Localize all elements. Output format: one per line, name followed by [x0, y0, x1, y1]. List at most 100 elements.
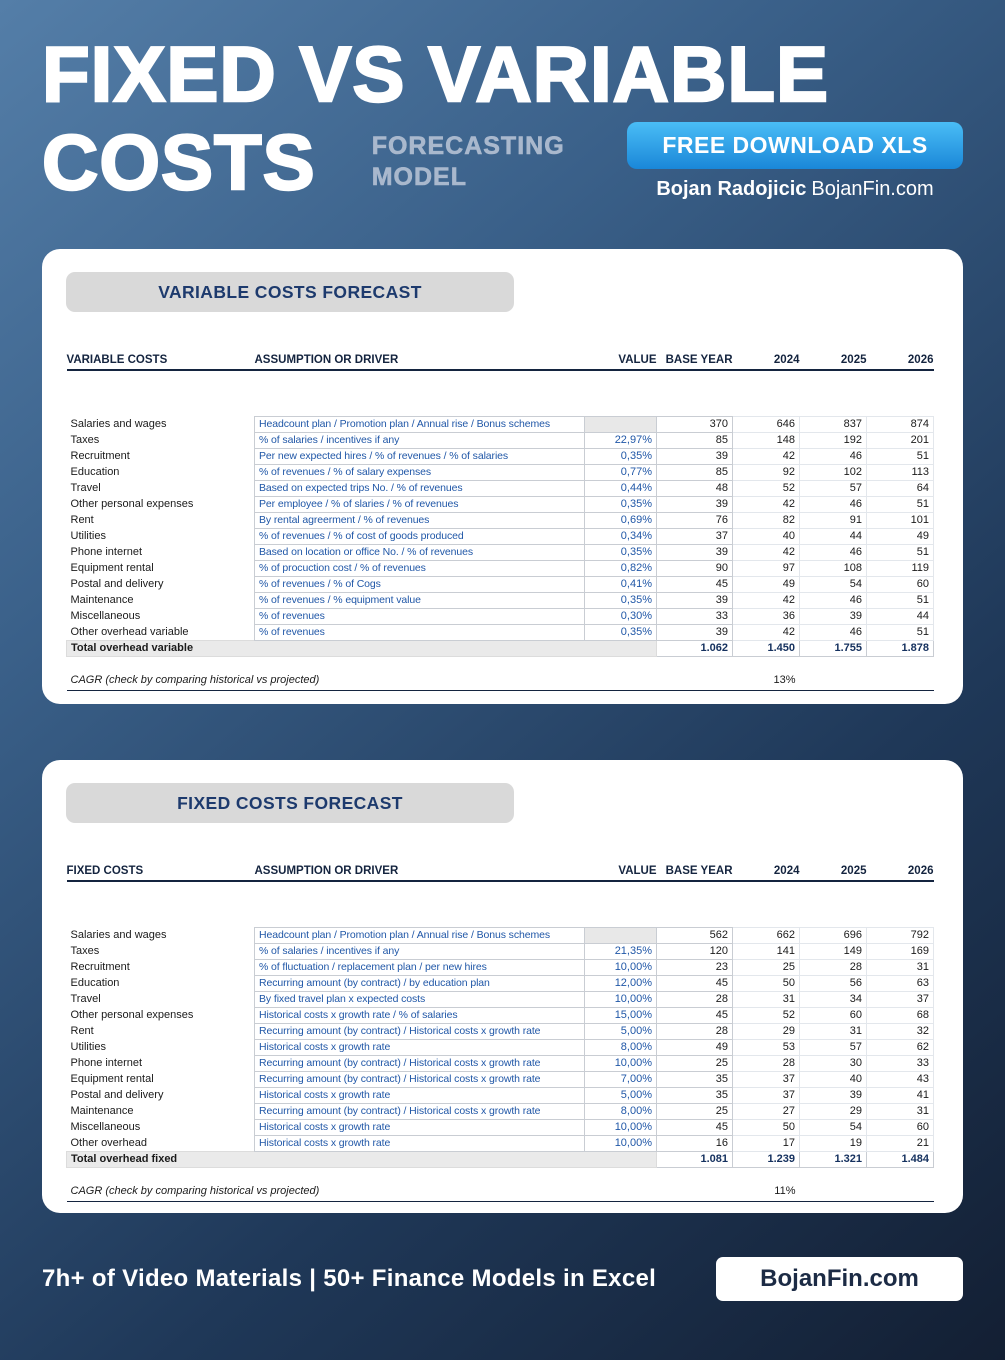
assumption-driver-cell: % of fluctuation / replacement plan / pe… [254, 958, 585, 976]
assumption-driver-cell: Recurring amount (by contract) / Histori… [254, 1022, 585, 1040]
table-row: Utilities Historical costs x growth rate 8… [67, 1038, 934, 1056]
cost-name-cell: Recruitment [70, 449, 130, 462]
cost-name-cell: Travel [70, 992, 101, 1005]
cost-name-cell: Travel [70, 481, 101, 494]
assumption-driver-cell: Per employee / % of slaries / % of reven… [254, 495, 585, 513]
assumption-driver-cell: Historical costs x growth rate [254, 1134, 585, 1152]
table-row: Education Recurring amount (by contract) … [67, 974, 934, 992]
year-2025-cell: 149 [799, 942, 867, 960]
year-2026-cell: 31 [866, 1102, 934, 1120]
spacer [67, 656, 934, 670]
base-year-cell: 35 [656, 1070, 733, 1088]
col-header-base-year: BASE YEAR [656, 354, 733, 372]
variable-costs-table: VARIABLE COSTS ASSUMPTION OR DRIVER VALU… [66, 354, 934, 691]
year-2026-cell: 43 [866, 1070, 934, 1088]
year-2025-cell: 19 [799, 1134, 867, 1152]
year-2026-cell: 51 [866, 495, 934, 513]
value-cell [584, 415, 657, 433]
year-2024-cell: 27 [732, 1102, 800, 1120]
assumption-driver-cell: % of revenues / % of cost of goods produ… [254, 527, 585, 545]
year-2024-cell: 31 [732, 990, 800, 1008]
table-row: Other overhead Historical costs x growth … [67, 1134, 934, 1152]
download-button[interactable]: FREE DOWNLOAD XLS [627, 122, 963, 170]
cost-name-cell: Rent [70, 1024, 94, 1037]
year-2024-cell: 42 [732, 623, 800, 641]
cost-name-cell: Postal and delivery [70, 1088, 164, 1101]
assumption-driver-cell: % of salaries / incentives if any [254, 942, 585, 960]
year-2026-cell: 62 [866, 1038, 934, 1056]
year-2024-cell: 42 [732, 447, 800, 465]
assumption-driver-cell: By rental agreerment / % of revenues [254, 511, 585, 529]
value-cell: 15,00% [584, 1006, 657, 1024]
base-year-cell: 90 [656, 559, 733, 577]
value-cell: 0,41% [584, 575, 657, 593]
year-2026-cell: 51 [866, 543, 934, 561]
year-2026-cell: 37 [866, 990, 934, 1008]
year-2025-cell: 34 [799, 990, 867, 1008]
year-2024-cell: 37 [732, 1070, 800, 1088]
col-header-2025: 2025 [799, 354, 867, 372]
assumption-driver-cell: % of salaries / incentives if any [254, 431, 585, 449]
year-2025-cell: 46 [799, 447, 867, 465]
cost-name-cell: Equipment rental [70, 1072, 154, 1085]
cagr-value: 13% [732, 670, 800, 691]
col-header-value: VALUE [584, 354, 657, 372]
value-cell: 0,35% [584, 591, 657, 609]
cagr-row: CAGR (check by comparing historical vs p… [66, 670, 934, 691]
year-2026-cell: 63 [866, 974, 934, 992]
total-row: Total overhead variable 1.062 1.450 1.75… [66, 639, 934, 657]
year-2025-cell: 44 [799, 527, 867, 545]
base-year-cell: 39 [656, 591, 733, 609]
fixed-costs-card: FIXED COSTS FORECAST FIXED COSTS ASSUMPT… [42, 760, 963, 1214]
table-row: Maintenance Recurring amount (by contract… [67, 1102, 934, 1120]
year-2024-cell: 50 [732, 974, 800, 992]
value-cell: 12,00% [584, 974, 657, 992]
year-2026-cell: 68 [866, 1006, 934, 1024]
header-row: FIXED COSTS ASSUMPTION OR DRIVER VALUE B… [66, 865, 934, 883]
year-2026-cell: 119 [866, 559, 934, 577]
table-row: Maintenance % of revenues / % equipment v… [67, 591, 934, 609]
cagr-value: 11% [732, 1181, 800, 1202]
total-base-year: 1.062 [656, 639, 733, 657]
cost-name-cell: Other personal expenses [70, 1008, 194, 1021]
spacer-row [67, 370, 934, 416]
cost-name-cell: Education [70, 465, 120, 478]
assumption-driver-cell: % of revenues / % equipment value [254, 591, 585, 609]
total-row: Total overhead fixed 1.081 1.239 1.321 1… [66, 1150, 934, 1168]
table-row: Miscellaneous % of revenues 0,30% 33 36 39 44 [67, 607, 934, 625]
table-row: Other personal expenses Historical costs … [67, 1006, 934, 1024]
subtitle: FORECASTING MODEL [371, 131, 565, 193]
cost-name-cell: Salaries and wages [70, 417, 167, 430]
year-2025-cell: 192 [799, 431, 867, 449]
table-row: Miscellaneous Historical costs x growth r… [67, 1118, 934, 1136]
col-header-costs: FIXED COSTS [66, 865, 255, 883]
assumption-driver-cell: % of revenues / % of salary expenses [254, 463, 585, 481]
spacer [67, 1167, 934, 1181]
cost-name-cell: Other overhead [70, 1136, 147, 1149]
value-cell: 8,00% [584, 1038, 657, 1056]
table-row: Taxes % of salaries / incentives if any 21… [67, 942, 934, 960]
total-2025: 1.321 [799, 1150, 867, 1168]
year-2026-cell: 874 [866, 415, 934, 433]
assumption-driver-cell: Recurring amount (by contract) / Histori… [254, 1102, 585, 1120]
year-2025-cell: 60 [799, 1006, 867, 1024]
assumption-driver-cell: By fixed travel plan x expected costs [254, 990, 585, 1008]
cost-name-cell: Rent [70, 513, 94, 526]
year-2025-cell: 91 [799, 511, 867, 529]
year-2026-cell: 113 [866, 463, 934, 481]
total-2024: 1.239 [732, 1150, 800, 1168]
year-2026-cell: 51 [866, 447, 934, 465]
year-2026-cell: 101 [866, 511, 934, 529]
value-cell: 0,35% [584, 495, 657, 513]
base-year-cell: 45 [656, 974, 733, 992]
base-year-cell: 45 [656, 1006, 733, 1024]
assumption-driver-cell: % of revenues [254, 623, 585, 641]
year-2024-cell: 52 [732, 479, 800, 497]
header-row: VARIABLE COSTS ASSUMPTION OR DRIVER VALU… [66, 354, 934, 372]
cost-name-cell: Utilities [70, 529, 106, 542]
brand-badge[interactable]: BojanFin.com [716, 1257, 963, 1302]
cagr-label: CAGR (check by comparing historical vs p… [66, 1181, 733, 1202]
cost-name-cell: Miscellaneous [70, 609, 141, 622]
col-header-2024: 2024 [732, 354, 800, 372]
year-2025-cell: 46 [799, 495, 867, 513]
